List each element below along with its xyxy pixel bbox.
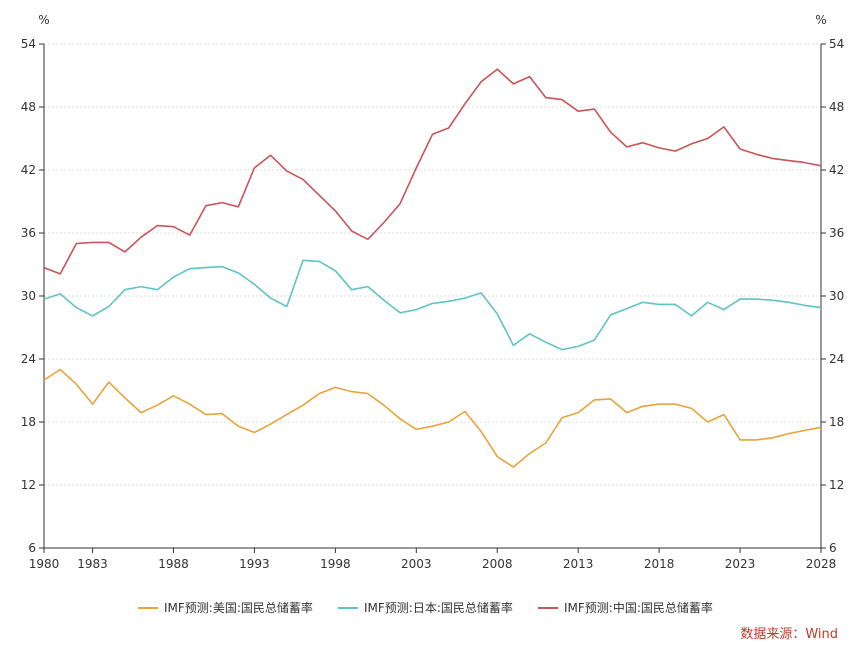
legend-item: IMF预测:日本:国民总储蓄率 (338, 600, 513, 615)
y-tick-label: 48 (829, 100, 844, 114)
y-axis-left-ticks: 6 12 18 24 30 36 42 48 54 (21, 37, 44, 555)
y-tick-label: 54 (21, 37, 36, 51)
legend-label: IMF预测:美国:国民总储蓄率 (164, 600, 313, 615)
legend-label: IMF预测:中国:国民总储蓄率 (564, 600, 713, 615)
y-tick-label: 12 (829, 478, 844, 492)
y-axis-right-ticks: 6 12 18 24 30 36 42 48 54 (821, 37, 844, 555)
x-tick-label: 1988 (158, 557, 189, 571)
y-tick-label: 36 (21, 226, 36, 240)
y-tick-label: 24 (829, 352, 844, 366)
y-tick-label: 24 (21, 352, 36, 366)
series-line (43, 68, 822, 275)
y-tick-label: 6 (829, 541, 837, 555)
legend: IMF预测:美国:国民总储蓄率 IMF预测:日本:国民总储蓄率 IMF预测:中国… (138, 600, 713, 615)
y-tick-label: 30 (829, 289, 844, 303)
y-axis-right-unit: % (815, 13, 826, 27)
x-tick-label: 1983 (77, 557, 108, 571)
y-tick-label: 30 (21, 289, 36, 303)
y-tick-label: 6 (28, 541, 36, 555)
y-tick-label: 12 (21, 478, 36, 492)
legend-item: IMF预测:美国:国民总储蓄率 (138, 600, 313, 615)
series-line (43, 259, 822, 351)
y-tick-label: 42 (829, 163, 844, 177)
grid-lines (44, 43, 821, 486)
x-tick-label: 2013 (563, 557, 594, 571)
y-tick-label: 48 (21, 100, 36, 114)
y-axis-left-unit: % (38, 13, 49, 27)
x-tick-label: 2003 (401, 557, 432, 571)
y-tick-label: 18 (829, 415, 844, 429)
x-tick-label: 1993 (239, 557, 270, 571)
y-tick-label: 42 (21, 163, 36, 177)
legend-item: IMF预测:中国:国民总储蓄率 (538, 600, 713, 615)
series-group (43, 68, 822, 468)
x-tick-label: 1998 (320, 557, 351, 571)
x-tick-label: 1980 (29, 557, 60, 571)
x-tick-label: 2018 (644, 557, 675, 571)
y-tick-label: 18 (21, 415, 36, 429)
series-line (43, 368, 822, 468)
y-tick-label: 36 (829, 226, 844, 240)
x-tick-label: 2023 (725, 557, 756, 571)
legend-label: IMF预测:日本:国民总储蓄率 (364, 600, 513, 615)
x-axis-ticks: 1980 1983 1988 1993 1998 2003 2008 2013 2018 2023… (29, 548, 837, 571)
x-tick-label: 2028 (806, 557, 837, 571)
y-tick-label: 54 (829, 37, 844, 51)
x-tick-label: 2008 (482, 557, 513, 571)
data-source-label: 数据来源：Wind (740, 627, 838, 642)
